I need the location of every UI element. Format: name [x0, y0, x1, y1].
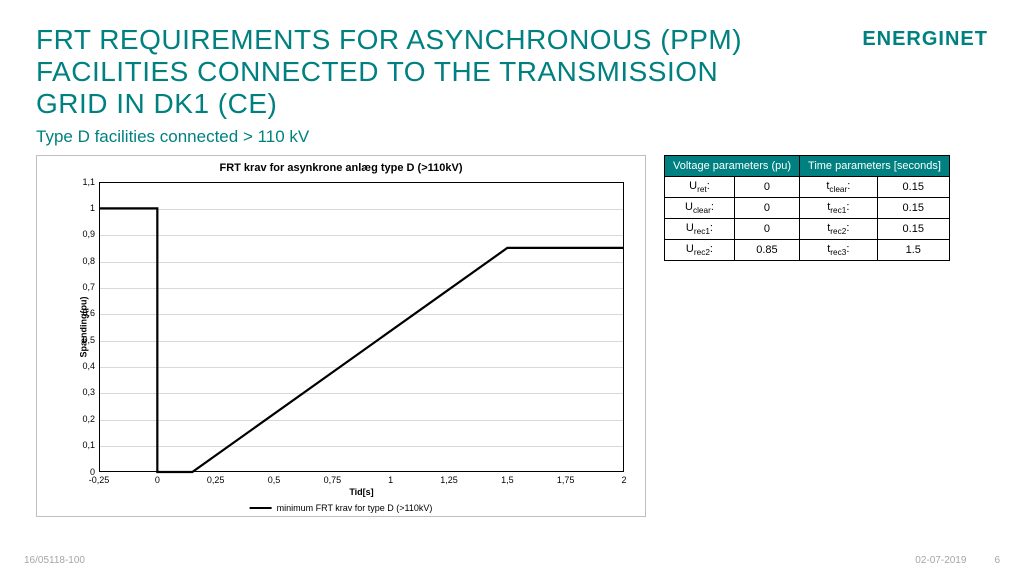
chart-legend: minimum FRT krav for type D (>110kV): [250, 503, 433, 513]
brand-logo-text: ENERGINET: [862, 28, 988, 50]
chart-xtick: 1,5: [501, 475, 514, 485]
chart-xtick: 2: [621, 475, 626, 485]
chart-xtick: 0: [155, 475, 160, 485]
legend-swatch: [250, 507, 272, 509]
time-param-value: 1.5: [877, 240, 949, 261]
voltage-param-value: 0.85: [734, 240, 799, 261]
chart-ytick: 0,5: [82, 335, 95, 345]
chart-xlabel: Tid[s]: [349, 487, 373, 497]
chart-line-series: [99, 182, 624, 472]
chart-xtick: 0,25: [207, 475, 225, 485]
chart-ytick: 0,2: [82, 414, 95, 424]
title-block: FRT REQUIREMENTS FOR ASYNCHRONOUS (PPM) …: [36, 24, 756, 147]
frt-chart: FRT krav for asynkrone anlæg type D (>11…: [36, 155, 646, 517]
chart-ylabel: Spænding(pu): [78, 296, 88, 357]
chart-ytick: 1: [90, 203, 95, 213]
parameter-table-wrap: Voltage parameters (pu) Time parameters …: [664, 155, 950, 517]
time-param-value: 0.15: [877, 218, 949, 239]
table-row: Uclear:0trec1:0.15: [665, 197, 950, 218]
slide-footer: 16/05118-100 02-07-2019 6: [24, 555, 1000, 566]
chart-xtick: 1: [388, 475, 393, 485]
time-param-label: trec1:: [800, 197, 878, 218]
chart-ytick: 0,7: [82, 282, 95, 292]
content-row: FRT krav for asynkrone anlæg type D (>11…: [36, 155, 988, 517]
time-param-value: 0.15: [877, 197, 949, 218]
footer-docref: 16/05118-100: [24, 555, 85, 566]
chart-series-line: [99, 208, 624, 472]
footer-page: 6: [994, 555, 1000, 566]
chart-xtick: 0,75: [324, 475, 342, 485]
parameter-table: Voltage parameters (pu) Time parameters …: [664, 155, 950, 262]
chart-xtick: 1,25: [440, 475, 458, 485]
table-row: Uret:0tclear:0.15: [665, 176, 950, 197]
time-param-label: trec2:: [800, 218, 878, 239]
page-title: FRT REQUIREMENTS FOR ASYNCHRONOUS (PPM) …: [36, 24, 756, 121]
header-row: FRT REQUIREMENTS FOR ASYNCHRONOUS (PPM) …: [36, 24, 988, 147]
chart-ytick: 0,8: [82, 256, 95, 266]
page-subtitle: Type D facilities connected > 110 kV: [36, 127, 756, 147]
time-param-label: trec3:: [800, 240, 878, 261]
voltage-param-value: 0: [734, 197, 799, 218]
voltage-param-label: Urec2:: [665, 240, 735, 261]
time-param-label: tclear:: [800, 176, 878, 197]
slide: FRT REQUIREMENTS FOR ASYNCHRONOUS (PPM) …: [0, 0, 1024, 576]
chart-ytick: 0,1: [82, 440, 95, 450]
brand-logo: ENERGINET: [862, 28, 988, 51]
voltage-param-value: 0: [734, 218, 799, 239]
legend-label: minimum FRT krav for type D (>110kV): [277, 503, 433, 513]
footer-date: 02-07-2019: [915, 555, 966, 566]
voltage-param-label: Uclear:: [665, 197, 735, 218]
chart-ytick: 0,3: [82, 387, 95, 397]
chart-ytick: 0,9: [82, 229, 95, 239]
chart-ytick: 1,1: [82, 177, 95, 187]
voltage-param-label: Urec1:: [665, 218, 735, 239]
table-row: Urec2:0.85trec3:1.5: [665, 240, 950, 261]
chart-title: FRT krav for asynkrone anlæg type D (>11…: [37, 156, 645, 176]
chart-ytick: 0,6: [82, 308, 95, 318]
chart-ytick: 0,4: [82, 361, 95, 371]
table-header-voltage: Voltage parameters (pu): [665, 155, 800, 176]
table-row: Urec1:0trec2:0.15: [665, 218, 950, 239]
table-header-time: Time parameters [seconds]: [800, 155, 950, 176]
voltage-param-label: Uret:: [665, 176, 735, 197]
voltage-param-value: 0: [734, 176, 799, 197]
time-param-value: 0.15: [877, 176, 949, 197]
plot-area: Spænding(pu) Tid[s] 00,10,20,30,40,50,60…: [99, 182, 624, 472]
chart-xtick: -0,25: [89, 475, 110, 485]
chart-xtick: 0,5: [268, 475, 281, 485]
chart-xtick: 1,75: [557, 475, 575, 485]
